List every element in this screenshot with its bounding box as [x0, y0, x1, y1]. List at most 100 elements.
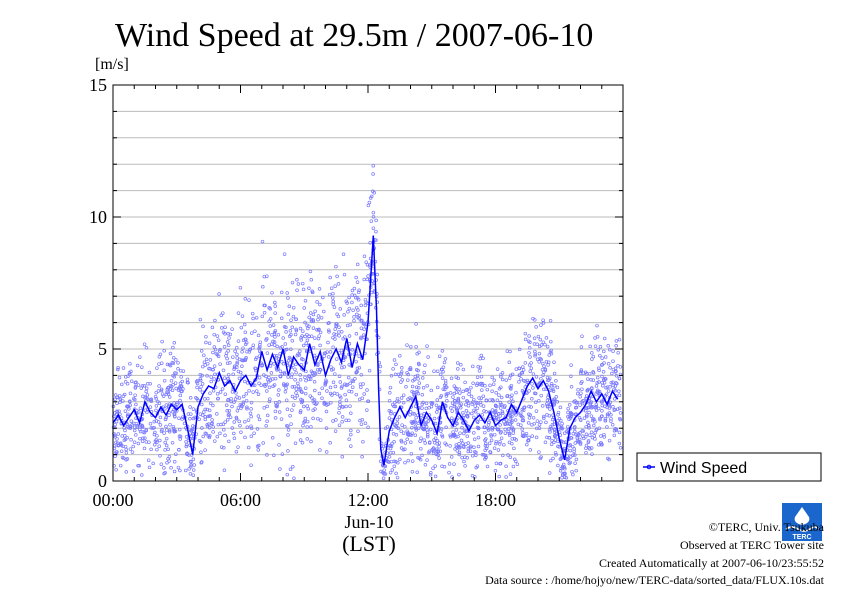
sample-point: [519, 423, 523, 427]
sample-point: [595, 427, 599, 431]
sample-point: [490, 375, 494, 380]
sample-point: [163, 448, 167, 452]
sample-point: [549, 442, 554, 446]
sample-point: [390, 441, 394, 446]
sample-point: [374, 218, 378, 223]
sample-point: [345, 323, 350, 328]
sample-point: [499, 436, 504, 440]
sample-point: [338, 403, 342, 407]
sample-point: [464, 402, 468, 407]
sample-point: [342, 272, 347, 277]
sample-point: [552, 399, 556, 403]
sample-point: [289, 422, 293, 426]
sample-point: [199, 460, 203, 465]
y-tick-label: 0: [98, 471, 107, 491]
sample-point: [291, 305, 296, 310]
x-axis-label: (LST): [342, 531, 396, 556]
sample-point: [547, 378, 551, 382]
sample-point: [203, 407, 207, 412]
sample-point: [138, 427, 142, 432]
sample-point: [433, 421, 438, 426]
sample-point: [228, 361, 232, 365]
sample-point: [217, 292, 221, 296]
sample-point: [212, 332, 216, 337]
sample-point: [256, 392, 261, 397]
sample-point: [185, 380, 190, 385]
sample-point: [612, 408, 616, 412]
sample-point: [617, 376, 622, 381]
sample-point: [458, 406, 463, 410]
sample-point: [197, 417, 201, 421]
sample-point: [168, 363, 173, 368]
sample-point: [537, 351, 542, 356]
sample-point: [490, 398, 495, 402]
sample-point: [458, 404, 462, 408]
sample-point: [313, 336, 317, 340]
sample-point: [490, 389, 494, 394]
sample-point: [349, 432, 353, 437]
sample-point: [556, 412, 560, 417]
sample-point: [388, 470, 393, 475]
sample-point: [585, 413, 589, 417]
sample-point: [604, 392, 609, 396]
footer-site: Observed at TERC Tower site: [679, 538, 824, 552]
sample-point: [147, 370, 152, 375]
sample-point: [549, 351, 554, 356]
sample-point: [420, 406, 424, 410]
sample-point: [159, 462, 164, 466]
sample-point: [240, 350, 244, 354]
sample-point: [207, 341, 212, 346]
sample-point: [479, 396, 484, 400]
sample-point: [128, 399, 132, 403]
sample-point: [523, 379, 527, 383]
sample-point: [293, 396, 297, 401]
sample-point: [176, 367, 180, 371]
sample-point: [528, 355, 532, 359]
sample-point: [354, 275, 358, 280]
sample-point: [494, 439, 499, 444]
sample-point: [420, 453, 424, 458]
sample-point: [456, 367, 460, 371]
sample-point: [309, 369, 314, 373]
sample-point: [397, 399, 401, 404]
sample-point: [590, 435, 595, 440]
sample-point: [349, 411, 353, 416]
sample-point: [471, 381, 475, 386]
sample-point: [415, 470, 419, 475]
sample-point: [357, 354, 361, 358]
sample-point: [574, 412, 578, 416]
sample-point: [427, 440, 432, 445]
sample-point: [303, 391, 308, 396]
sample-point: [561, 462, 566, 467]
sample-point: [589, 430, 594, 435]
sample-point: [268, 397, 272, 401]
sample-point: [591, 405, 595, 409]
sample-point: [474, 465, 478, 470]
sample-point: [349, 428, 353, 433]
sample-point: [437, 441, 442, 445]
sample-point: [590, 351, 594, 355]
sample-point: [323, 351, 328, 355]
sample-point: [558, 469, 563, 473]
sample-point: [153, 394, 158, 399]
sample-point: [144, 440, 149, 444]
sample-point: [322, 400, 327, 405]
sample-point: [296, 381, 300, 386]
sample-point: [330, 393, 334, 397]
sample-point: [551, 456, 555, 461]
sample-point: [243, 419, 247, 424]
sample-point: [309, 439, 313, 444]
sample-point: [484, 455, 488, 460]
sample-point: [481, 404, 486, 408]
sample-point: [300, 281, 305, 286]
sample-point: [409, 344, 413, 349]
sample-point: [316, 367, 320, 372]
sample-point: [507, 400, 511, 404]
sample-point: [246, 418, 251, 422]
sample-point: [500, 377, 505, 382]
sample-point: [444, 394, 449, 398]
sample-point: [312, 380, 317, 384]
sample-point: [495, 398, 500, 402]
sample-point: [524, 431, 529, 436]
sample-point: [132, 428, 137, 433]
